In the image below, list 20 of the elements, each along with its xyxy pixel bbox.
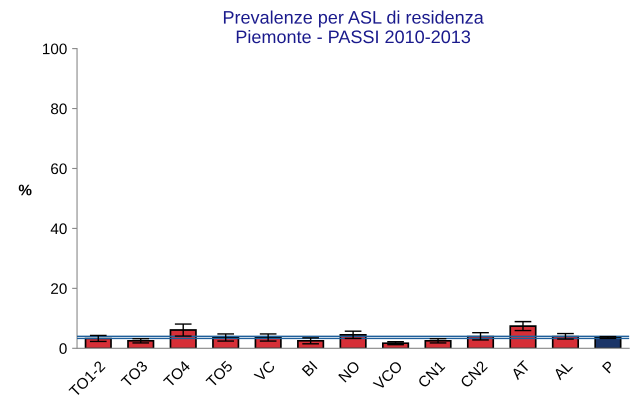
x-tick-label: TO5 — [205, 360, 234, 388]
x-tick-label: AL — [552, 360, 573, 380]
y-tick-label: 40 — [50, 223, 67, 234]
x-tick-label: TO3 — [120, 360, 148, 388]
x-tick-label: P — [602, 360, 616, 374]
x-tick-label: CN2 — [460, 360, 488, 388]
x-tick-label: NO — [338, 360, 361, 383]
y-tick-label: 60 — [51, 163, 67, 174]
x-tick-label: TO4 — [162, 360, 191, 388]
y-tick-label: 80 — [50, 103, 67, 114]
x-tick-label: VCO — [372, 360, 403, 391]
x-tick-label: VC — [253, 360, 276, 382]
y-tick-label: 100 — [42, 43, 67, 54]
y-tick-label: 20 — [51, 283, 67, 294]
y-tick-label: 0 — [59, 343, 67, 354]
x-tick-label: CN1 — [417, 360, 446, 388]
x-tick-label: AT — [510, 360, 531, 380]
chart-title: Prevalenze per ASL di residenza Piemonte - PASSI 2010-2013 — [224, 10, 484, 44]
x-tick-label: BI — [302, 360, 318, 377]
y-axis-title: % — [18, 184, 32, 196]
